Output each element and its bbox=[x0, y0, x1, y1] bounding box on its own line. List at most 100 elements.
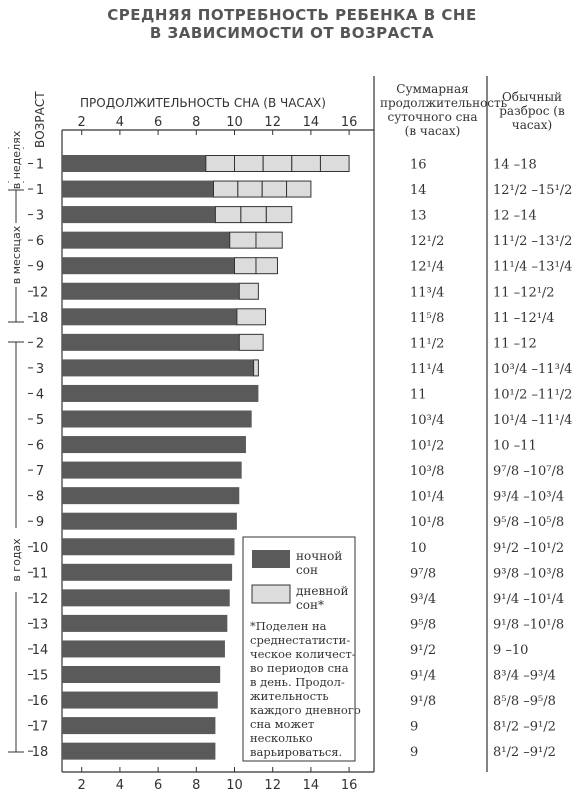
total-label: 10 bbox=[410, 541, 427, 556]
range-label: 9¹/8 –10¹/8 bbox=[493, 617, 564, 632]
bar-day-segment bbox=[234, 155, 264, 172]
category-label: 14 bbox=[32, 643, 49, 658]
chart-title-line1: СРЕДНЯЯ ПОТРЕБНОСТЬ РЕБЕНКА В СНЕ bbox=[107, 6, 477, 24]
bar-night bbox=[62, 640, 225, 658]
category-label: 10 bbox=[32, 541, 49, 556]
category-label: 16 bbox=[32, 694, 49, 709]
range-label: 8¹/2 –9¹/2 bbox=[493, 720, 556, 735]
bar-day-segment bbox=[238, 282, 259, 300]
col-range-header: Обычный разброс (в часах) bbox=[499, 90, 565, 132]
bar-day-segment bbox=[205, 155, 236, 172]
bar-day-segment bbox=[261, 180, 288, 198]
total-label: 9 bbox=[410, 745, 418, 760]
group-label-bg bbox=[9, 528, 23, 592]
total-label: 11³/4 bbox=[410, 285, 444, 300]
category-label: 18 bbox=[32, 311, 49, 326]
total-label: 9³/4 bbox=[410, 592, 436, 607]
bar-day-segment bbox=[229, 231, 257, 249]
category-label: 17 bbox=[32, 720, 49, 735]
range-label: 9 –10 bbox=[493, 643, 528, 658]
group-label: в месяцах bbox=[10, 225, 23, 284]
bar-night bbox=[62, 206, 216, 224]
total-label: 10¹/4 bbox=[410, 490, 444, 505]
bar-day-segment bbox=[237, 180, 263, 198]
range-label: 10 –11 bbox=[493, 439, 537, 454]
legend-day-text-2: сон* bbox=[296, 598, 324, 612]
category-label: 11 bbox=[32, 566, 49, 581]
bar-night bbox=[62, 231, 230, 249]
bar-night bbox=[62, 538, 235, 556]
category-label: 4 bbox=[36, 387, 44, 402]
bar-day-segment bbox=[212, 180, 239, 198]
category-label: 9 bbox=[36, 260, 44, 275]
range-label: 9⁷/8 –10⁷/8 bbox=[493, 464, 564, 479]
bar-night bbox=[62, 384, 259, 402]
total-label: 9¹/8 bbox=[410, 694, 436, 709]
x-tick-label-bottom: 6 bbox=[154, 778, 162, 793]
range-label: 11 –12 bbox=[493, 336, 537, 351]
x-tick-label-top: 10 bbox=[226, 115, 243, 130]
bar-night bbox=[62, 308, 237, 326]
total-label: 9 bbox=[410, 720, 418, 735]
range-label: 11¹/4 –13¹/4 bbox=[493, 260, 572, 275]
bar-night bbox=[62, 589, 230, 607]
range-label: 14 –18 bbox=[493, 158, 537, 173]
category-label: 1 bbox=[36, 183, 44, 198]
range-label: 9¹/2 –10¹/2 bbox=[493, 541, 564, 556]
legend-note: *Поделен на среднестатисти-ческое количес… bbox=[250, 619, 361, 759]
total-label: 10¹/8 bbox=[410, 515, 444, 530]
category-label: 7 bbox=[36, 464, 44, 479]
bar-night bbox=[62, 436, 246, 454]
legend-day-swatch bbox=[251, 584, 291, 604]
bar-day-segment bbox=[286, 180, 312, 198]
category-label: 9 bbox=[36, 515, 44, 530]
legend-night-swatch bbox=[252, 550, 290, 568]
legend-box bbox=[242, 536, 356, 762]
legend-day-text-1: дневной bbox=[296, 584, 348, 598]
range-label: 10¹/4 –11¹/4 bbox=[493, 413, 572, 428]
bar-night bbox=[62, 487, 240, 505]
total-label: 9¹/4 bbox=[410, 669, 436, 684]
x-tick-label-bottom: 14 bbox=[303, 778, 320, 793]
total-label: 10³/8 bbox=[410, 464, 444, 479]
group-label: в неделях bbox=[10, 130, 23, 189]
bar-night bbox=[62, 563, 233, 581]
total-label: 16 bbox=[410, 158, 427, 173]
bar-day-segment bbox=[255, 231, 283, 249]
chart-title-line2: В ЗАВИСИМОСТИ ОТ ВОЗРАСТА bbox=[149, 24, 435, 42]
bar-night bbox=[62, 155, 206, 172]
x-tick-label-top: 2 bbox=[78, 115, 86, 130]
category-label: 6 bbox=[36, 439, 44, 454]
x-tick-label-top: 14 bbox=[303, 115, 320, 130]
total-label: 11¹/2 bbox=[410, 336, 444, 351]
bar-day-segment bbox=[255, 257, 278, 275]
total-label: 10³/4 bbox=[410, 413, 444, 428]
range-label: 11 –12¹/4 bbox=[493, 311, 555, 326]
category-label: 15 bbox=[32, 669, 49, 684]
bar-night bbox=[62, 614, 228, 632]
category-label: 2 bbox=[36, 336, 44, 351]
range-label: 8¹/2 –9¹/2 bbox=[493, 745, 556, 760]
bar-day-segment bbox=[236, 308, 267, 326]
bar-night bbox=[62, 666, 221, 683]
range-label: 11¹/2 –13¹/2 bbox=[493, 234, 572, 249]
category-label: 1 bbox=[36, 158, 44, 173]
x-tick-label-bottom: 4 bbox=[116, 778, 124, 793]
range-label: 9³/4 –10³/4 bbox=[493, 490, 564, 505]
x-tick-label-bottom: 10 bbox=[226, 778, 243, 793]
range-label: 12 –14 bbox=[493, 209, 537, 224]
total-label: 13 bbox=[410, 209, 427, 224]
range-label: 12¹/2 –15¹/2 bbox=[493, 183, 572, 198]
bar-day-segment bbox=[240, 206, 267, 224]
total-label: 11⁵/8 bbox=[410, 311, 444, 326]
bar-night bbox=[62, 742, 216, 760]
x-tick-label-top: 4 bbox=[116, 115, 124, 130]
total-label: 9⁷/8 bbox=[410, 566, 436, 581]
range-label: 9⁵/8 –10⁵/8 bbox=[493, 515, 564, 530]
range-label: 9¹/4 –10¹/4 bbox=[493, 592, 564, 607]
category-label: 5 bbox=[36, 413, 44, 428]
legend-night-text-2: сон bbox=[296, 563, 318, 577]
total-label: 9¹/2 bbox=[410, 643, 436, 658]
bar-day-segment bbox=[262, 155, 293, 172]
